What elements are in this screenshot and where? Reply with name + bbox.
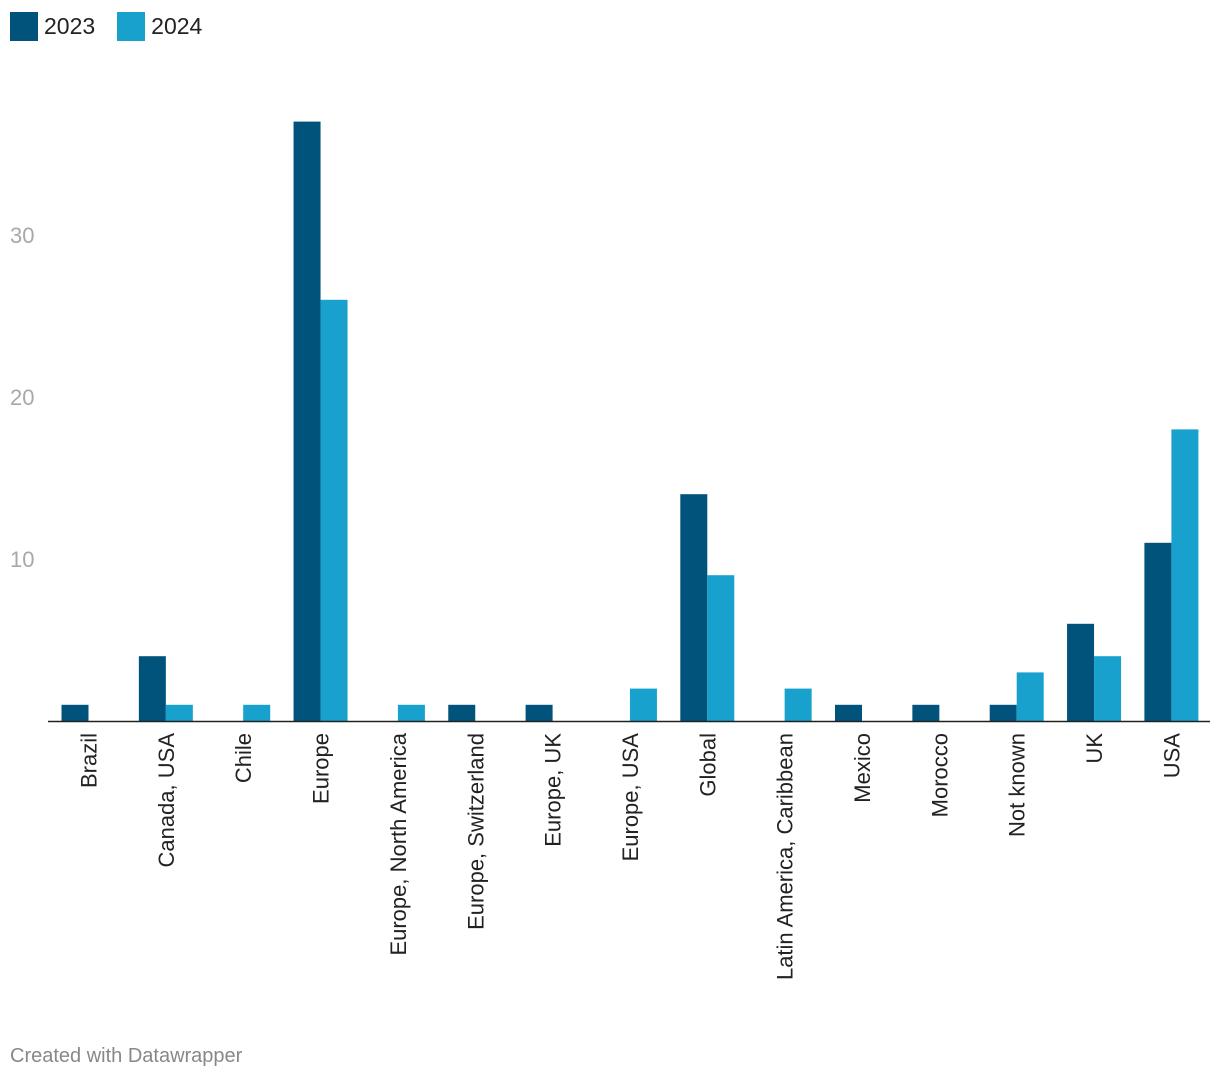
bar-brazil-2023: [61, 704, 89, 721]
bar-morocco-2023: [912, 704, 940, 721]
bar-chile-2024: [243, 704, 271, 721]
bar-canada-usa-2024: [165, 704, 193, 721]
bar-canada-usa-2023: [138, 656, 166, 721]
y-axis-ticks: 10 20 30: [10, 223, 34, 572]
legend-item-2023: 2023: [10, 11, 95, 41]
category-label-global: Global: [695, 733, 720, 797]
category-label-chile: Chile: [231, 733, 256, 783]
bar-usa-2024: [1171, 429, 1199, 721]
category-label-europe-usa: Europe, USA: [618, 733, 643, 862]
legend-label-2023: 2023: [44, 13, 96, 39]
category-label-europe-uk: Europe, UK: [541, 733, 566, 847]
y-tick-label-10: 10: [10, 547, 34, 572]
legend: 2023 2024: [10, 11, 202, 41]
category-label-europe-north-america: Europe, North America: [386, 732, 411, 955]
bar-latin-america-caribbean-2024: [784, 688, 812, 721]
bar-usa-2023: [1144, 542, 1172, 721]
bar-mexico-2023: [835, 704, 862, 721]
category-label-latin-america-caribbean: Latin America, Caribbean: [773, 733, 798, 980]
legend-item-2024: 2024: [117, 11, 202, 41]
bar-not-known-2024: [1016, 672, 1044, 721]
category-labels: Brazil Canada, USA Chile Europe Europe, Nort…: [77, 732, 1185, 980]
category-label-not-known: Not known: [1005, 733, 1030, 837]
category-label-brazil: Brazil: [77, 733, 102, 788]
bar-europe-north-america-2024: [397, 704, 425, 721]
category-label-uk: UK: [1082, 733, 1107, 764]
legend-swatch-2023: [10, 11, 38, 41]
legend-swatch-2024: [117, 11, 146, 41]
y-tick-label-30: 30: [10, 223, 34, 248]
bar-europe-2023: [293, 121, 321, 722]
footer-credit: Created with Datawrapper: [10, 1045, 243, 1067]
legend-label-2024: 2024: [151, 13, 203, 39]
y-tick-label-20: 20: [10, 385, 34, 410]
bar-europe-switzerland-2023: [448, 704, 476, 721]
bar-not-known-2023: [989, 704, 1017, 721]
bars: [61, 121, 1199, 722]
category-label-europe-switzerland: Europe, Switzerland: [463, 733, 488, 930]
bar-europe-uk-2023: [525, 704, 553, 721]
bar-europe-2024: [320, 299, 348, 721]
bar-global-2024: [707, 575, 735, 721]
category-label-canada-usa: Canada, USA: [154, 733, 179, 868]
category-label-usa: USA: [1159, 733, 1184, 779]
bar-uk-2024: [1094, 656, 1122, 721]
bar-uk-2023: [1067, 623, 1095, 721]
bar-europe-usa-2024: [629, 688, 657, 721]
category-label-mexico: Mexico: [850, 733, 875, 803]
category-label-morocco: Morocco: [927, 733, 952, 817]
bar-global-2023: [680, 494, 708, 721]
bar-chart: 10 20 30 Brazil Canada, USA Chile Europe Europ…: [10, 121, 1210, 980]
category-label-europe: Europe: [309, 733, 334, 804]
